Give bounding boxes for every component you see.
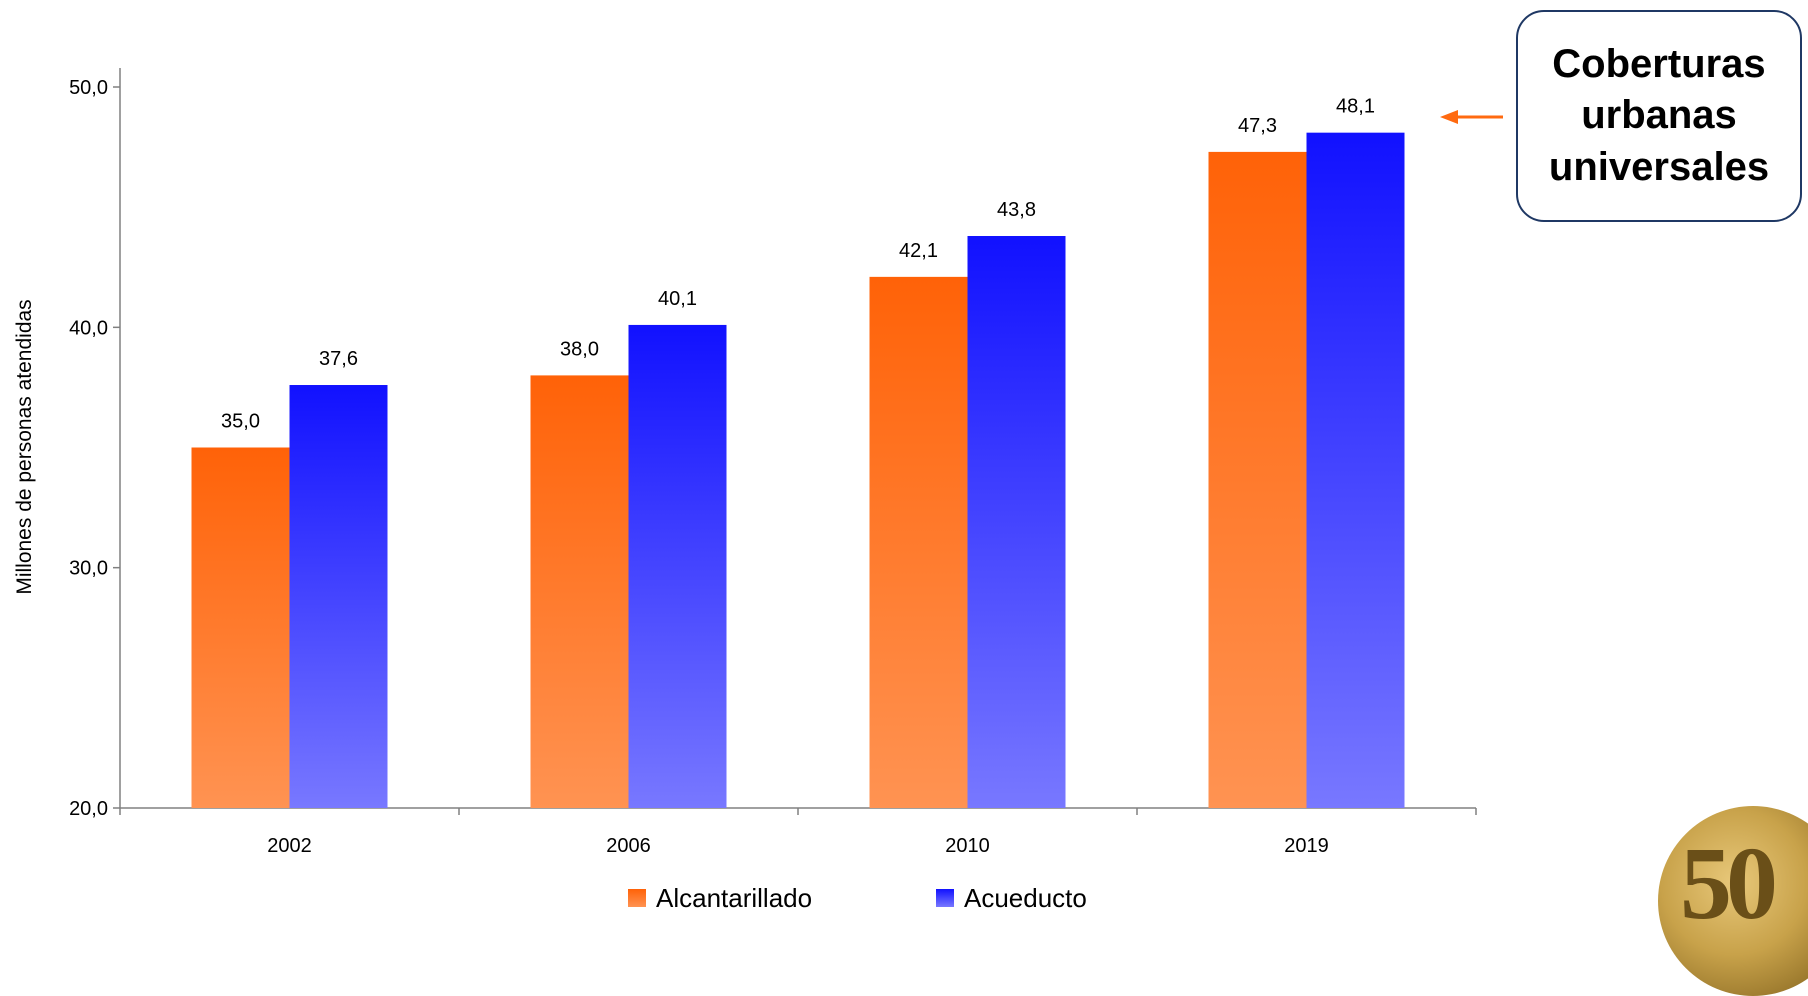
bar-acueducto-2006 <box>628 324 727 808</box>
callout-arrow <box>1440 110 1503 124</box>
data-label: 38,0 <box>560 338 599 360</box>
arrow-head <box>1440 110 1458 124</box>
data-label: 48,1 <box>1336 96 1375 118</box>
legend-swatch-alcantarillado <box>628 889 646 907</box>
bar-acueducto-2010 <box>967 236 1066 809</box>
bar-alcantarillado-2019 <box>1208 151 1307 808</box>
x-tick-label: 2006 <box>606 835 651 857</box>
y-tick-label: 40,0 <box>69 317 108 339</box>
data-label: 42,1 <box>899 240 938 262</box>
bar-alcantarillado-2006 <box>530 375 629 808</box>
y-axis-title: Millones de personas atendidas <box>13 299 36 594</box>
plot-area: 20,0 30,0 40,0 50,0 35,0 37,6 2002 38,0 40,1 2006… <box>69 68 1477 857</box>
bar-alcantarillado-2002 <box>191 447 290 808</box>
y-tick-label: 50,0 <box>69 77 108 99</box>
data-label: 43,8 <box>997 199 1036 221</box>
logo-text: 50 <box>1680 826 1778 941</box>
legend-label-acueducto: Acueducto <box>964 883 1087 913</box>
x-tick-label: 2019 <box>1284 835 1329 857</box>
data-label: 40,1 <box>658 288 697 310</box>
x-tick-label: 2002 <box>267 835 312 857</box>
bar-acueducto-2002 <box>289 385 388 808</box>
data-label: 47,3 <box>1238 115 1277 137</box>
anniversary-logo: 50 <box>1658 806 1808 996</box>
legend: Alcantarillado Acueducto <box>628 883 1087 913</box>
y-tick-label: 20,0 <box>69 798 108 820</box>
legend-label-alcantarillado: Alcantarillado <box>656 883 812 913</box>
chart: 20,0 30,0 40,0 50,0 35,0 37,6 2002 38,0 40,1 2006… <box>13 68 1503 913</box>
bar-alcantarillado-2010 <box>869 276 968 808</box>
y-tick-label: 30,0 <box>69 558 108 580</box>
legend-swatch-acueducto <box>936 889 954 907</box>
data-label: 37,6 <box>319 348 358 370</box>
data-label: 35,0 <box>221 411 260 433</box>
callout-text: Coberturas urbanas universales <box>1548 42 1770 189</box>
bar-acueducto-2019 <box>1306 132 1405 808</box>
callout-box: Coberturas urbanas universales <box>1516 10 1802 222</box>
x-tick-label: 2010 <box>945 835 990 857</box>
